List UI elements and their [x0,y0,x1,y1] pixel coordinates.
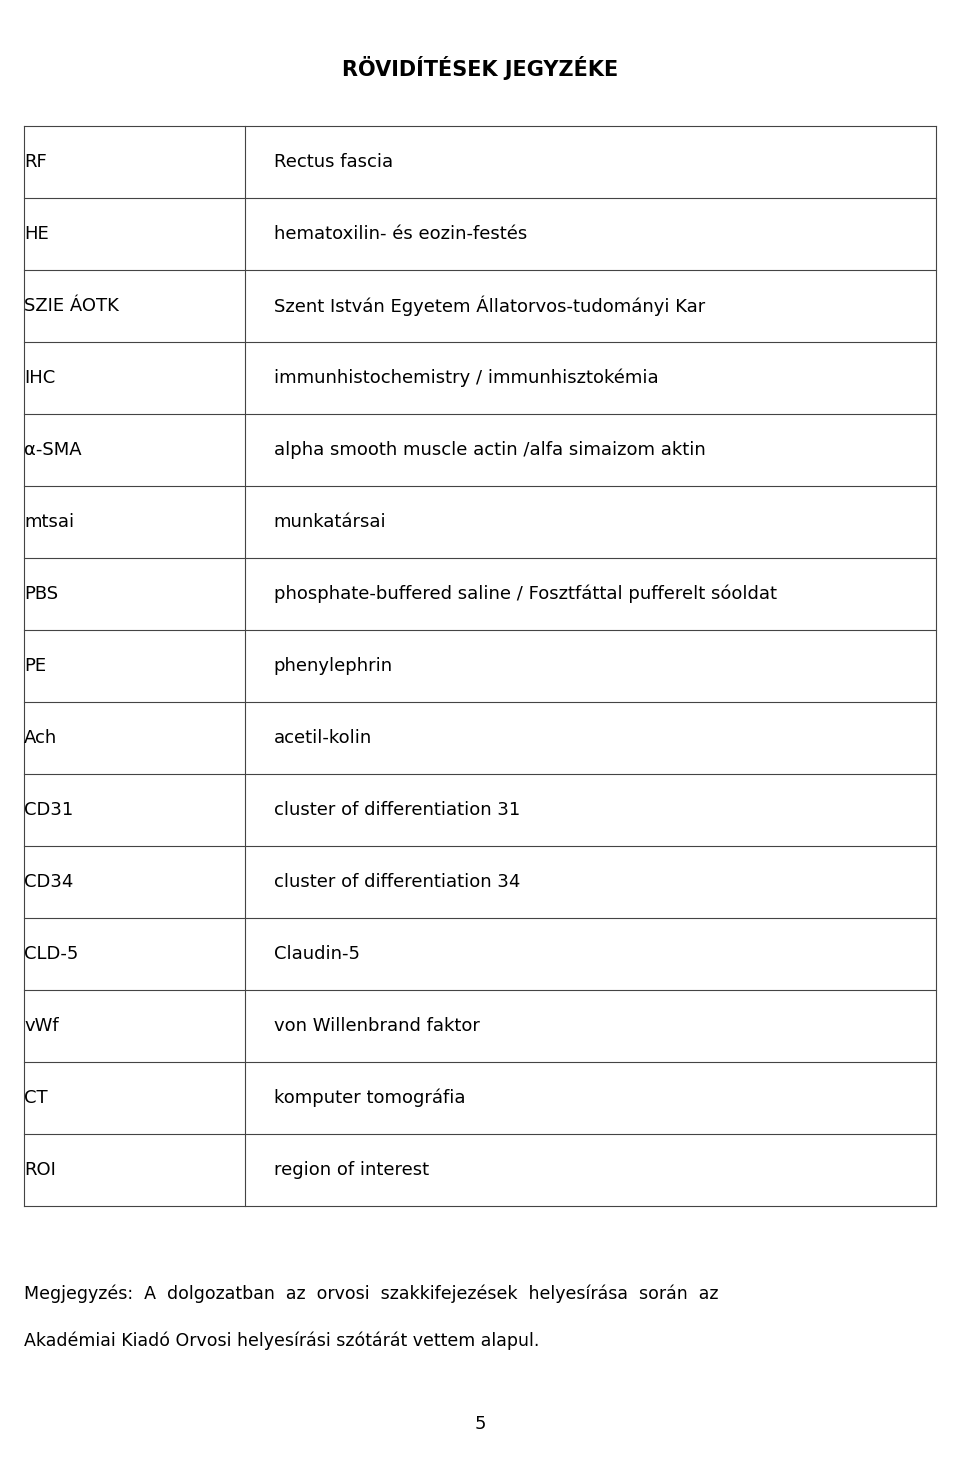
Text: CD31: CD31 [24,801,73,818]
Text: ROI: ROI [24,1162,56,1180]
Text: RF: RF [24,152,47,170]
Text: hematoxilin- és eozin-festés: hematoxilin- és eozin-festés [274,225,527,243]
Text: immunhistochemistry / immunhisztokémia: immunhistochemistry / immunhisztokémia [274,369,659,388]
Text: region of interest: region of interest [274,1162,429,1180]
Text: CT: CT [24,1089,48,1107]
Text: acetil-kolin: acetil-kolin [274,730,372,747]
Text: mtsai: mtsai [24,514,74,531]
Text: vWf: vWf [24,1017,59,1035]
Text: cluster of differentiation 31: cluster of differentiation 31 [274,801,520,818]
Text: Claudin-5: Claudin-5 [274,946,360,963]
Text: komputer tomográfia: komputer tomográfia [274,1089,465,1107]
Text: Szent István Egyetem Állatorvos-tudományi Kar: Szent István Egyetem Állatorvos-tudomány… [274,296,705,317]
Text: Akadémiai Kiadó Orvosi helyesírási szótárát vettem alapul.: Akadémiai Kiadó Orvosi helyesírási szótá… [24,1332,540,1350]
Text: CLD-5: CLD-5 [24,946,79,963]
Text: PBS: PBS [24,585,59,602]
Text: RÖVIDÍTÉSEK JEGYZÉKE: RÖVIDÍTÉSEK JEGYZÉKE [342,56,618,80]
Text: PE: PE [24,657,46,675]
Text: cluster of differentiation 34: cluster of differentiation 34 [274,873,520,891]
Text: alpha smooth muscle actin /alfa simaizom aktin: alpha smooth muscle actin /alfa simaizom… [274,441,706,459]
Text: Rectus fascia: Rectus fascia [274,152,393,170]
Text: SZIE ÁOTK: SZIE ÁOTK [24,297,119,315]
Text: phosphate-buffered saline / Fosztfáttal pufferelt sóoldat: phosphate-buffered saline / Fosztfáttal … [274,585,777,604]
Text: phenylephrin: phenylephrin [274,657,393,675]
Text: von Willenbrand faktor: von Willenbrand faktor [274,1017,479,1035]
Text: CD34: CD34 [24,873,73,891]
Text: HE: HE [24,225,49,243]
Text: IHC: IHC [24,369,56,386]
Text: Megjegyzés:  A  dolgozatban  az  orvosi  szakkifejezések  helyesírása  során  az: Megjegyzés: A dolgozatban az orvosi szak… [24,1285,718,1302]
Text: 5: 5 [474,1415,486,1433]
Text: munkatársai: munkatársai [274,514,386,531]
Text: Ach: Ach [24,730,58,747]
Text: α-SMA: α-SMA [24,441,82,459]
